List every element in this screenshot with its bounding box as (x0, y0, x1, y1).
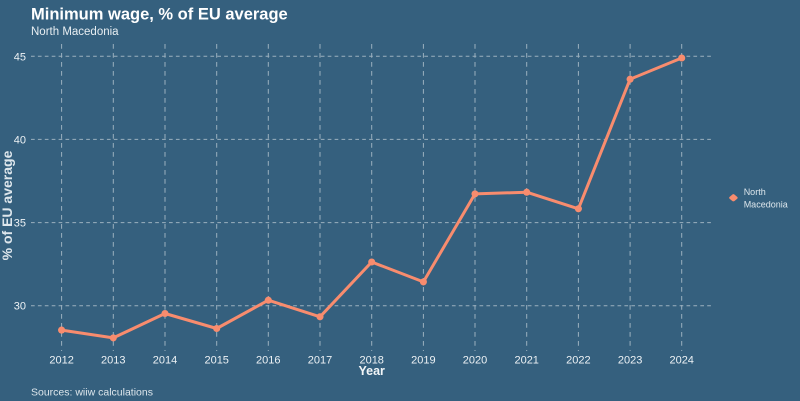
svg-text:North Macedonia: North Macedonia (31, 26, 119, 38)
svg-text:North: North (744, 187, 766, 197)
svg-text:2020: 2020 (463, 355, 487, 367)
svg-text:2022: 2022 (566, 355, 590, 367)
svg-text:30: 30 (14, 301, 26, 313)
svg-text:Sources: wiiw calculations: Sources: wiiw calculations (31, 386, 153, 398)
svg-text:2024: 2024 (669, 355, 693, 367)
svg-text:45: 45 (14, 52, 26, 64)
svg-text:2019: 2019 (411, 355, 435, 367)
svg-text:2018: 2018 (359, 355, 383, 367)
svg-text:Year: Year (358, 364, 385, 378)
svg-text:40: 40 (14, 135, 26, 147)
svg-text:35: 35 (14, 218, 26, 230)
svg-text:Minimum wage, % of EU average: Minimum wage, % of EU average (31, 6, 288, 24)
svg-text:2012: 2012 (49, 355, 73, 367)
svg-text:2021: 2021 (514, 355, 538, 367)
svg-text:2015: 2015 (204, 355, 228, 367)
svg-text:2014: 2014 (153, 355, 177, 367)
svg-text:2016: 2016 (256, 355, 280, 367)
svg-text:2017: 2017 (308, 355, 332, 367)
svg-text:% of EU average: % of EU average (0, 150, 15, 260)
svg-text:2013: 2013 (101, 355, 125, 367)
svg-text:2023: 2023 (618, 355, 642, 367)
svg-text:Macedonia: Macedonia (744, 199, 788, 209)
